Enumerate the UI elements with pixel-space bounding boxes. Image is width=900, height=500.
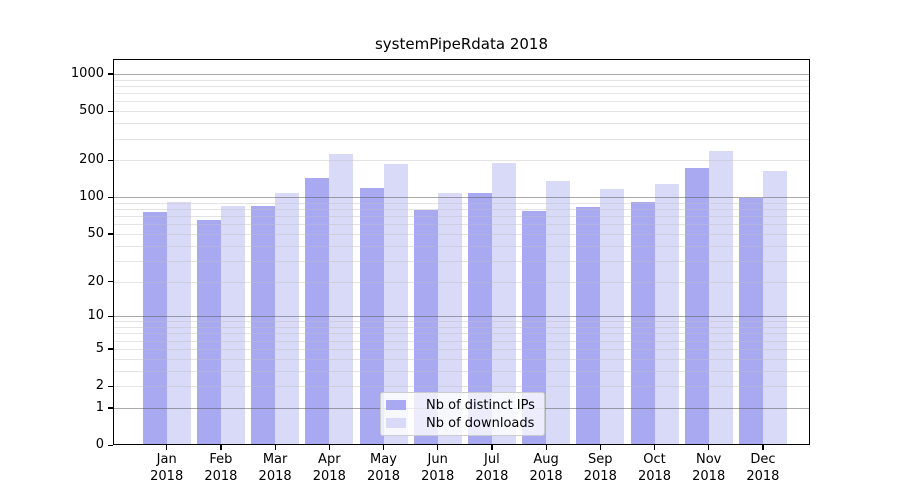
bar-downloads xyxy=(275,192,300,445)
minor-gridline xyxy=(114,101,809,103)
x-axis-tick-label: Nov 2018 xyxy=(692,452,726,484)
bar-downloads xyxy=(762,170,787,445)
minor-gridline xyxy=(114,386,809,387)
y-axis-tick-label: 100 xyxy=(79,189,104,205)
legend-swatch-downloads xyxy=(386,418,406,428)
y-tick-mark xyxy=(108,385,113,387)
minor-gridline xyxy=(114,85,809,87)
minor-gridline xyxy=(114,327,809,328)
y-axis-tick-label: 500 xyxy=(79,103,104,119)
y-axis-tick-label: 200 xyxy=(79,152,104,168)
bar-distinct-ips xyxy=(576,207,601,445)
bar-distinct-ips xyxy=(251,205,276,445)
minor-gridline xyxy=(114,138,809,140)
bar-distinct-ips xyxy=(630,202,655,445)
x-axis-tick-label: Mar 2018 xyxy=(258,452,292,484)
x-axis-tick-label: Apr 2018 xyxy=(312,452,346,484)
bar-distinct-ips xyxy=(738,197,763,445)
x-axis-tick-label: Jun 2018 xyxy=(421,452,455,484)
x-axis-tick-label: Jul 2018 xyxy=(475,452,509,484)
y-tick-mark xyxy=(108,281,113,283)
minor-gridline xyxy=(114,370,809,372)
x-tick-mark xyxy=(220,445,222,450)
minor-gridline xyxy=(114,79,809,81)
y-axis-tick-label: 2 xyxy=(95,378,104,393)
minor-gridline xyxy=(114,209,809,211)
minor-gridline xyxy=(114,348,809,350)
minor-gridline xyxy=(114,281,809,283)
minor-gridline xyxy=(114,160,809,162)
y-axis-tick-label: 1000 xyxy=(70,65,104,81)
x-tick-mark xyxy=(328,445,331,450)
legend-label-distinct-ips: Nb of distinct IPs xyxy=(426,397,535,413)
minor-gridline xyxy=(114,224,809,226)
minor-gridline xyxy=(114,340,809,342)
legend-item-downloads: Nb of downloads xyxy=(386,414,538,432)
bar-distinct-ips xyxy=(196,220,221,445)
minor-gridline xyxy=(114,123,809,125)
bar-distinct-ips xyxy=(305,178,330,445)
minor-gridline xyxy=(114,216,809,218)
legend-item-distinct-ips: Nb of distinct IPs xyxy=(386,396,538,414)
y-tick-mark xyxy=(108,315,113,318)
x-axis-tick-label: Aug 2018 xyxy=(529,452,563,484)
bar-downloads xyxy=(220,206,245,445)
bar-downloads xyxy=(329,154,354,445)
x-axis-tick-label: Sep 2018 xyxy=(583,452,617,484)
x-tick-mark xyxy=(708,445,710,450)
bar-downloads xyxy=(166,202,191,445)
bar-downloads xyxy=(708,150,733,445)
legend-swatch-distinct-ips xyxy=(386,400,406,410)
minor-gridline xyxy=(114,321,809,323)
x-tick-mark xyxy=(654,445,656,450)
y-tick-mark xyxy=(108,159,113,161)
y-tick-mark xyxy=(108,348,113,350)
minor-gridline xyxy=(114,260,809,262)
chart-title: systemPipeRdata 2018 xyxy=(374,35,548,53)
major-gridline xyxy=(114,197,809,199)
x-tick-mark xyxy=(545,445,547,450)
x-axis-tick-label: May 2018 xyxy=(366,452,401,484)
x-tick-mark xyxy=(166,445,168,450)
minor-gridline xyxy=(114,358,809,360)
y-axis-tick-label: 5 xyxy=(95,340,104,356)
x-tick-mark xyxy=(599,445,602,450)
bar-downloads xyxy=(654,183,679,445)
major-gridline xyxy=(114,73,809,75)
y-tick-mark xyxy=(108,233,113,235)
y-tick-mark xyxy=(108,407,113,409)
minor-gridline xyxy=(114,111,809,113)
y-tick-mark xyxy=(108,444,113,446)
y-tick-mark xyxy=(108,196,113,198)
y-axis-tick-label: 50 xyxy=(87,225,104,241)
y-axis-tick-label: 1 xyxy=(95,399,104,415)
bar-distinct-ips xyxy=(142,211,167,445)
y-axis-tick-label: 10 xyxy=(87,308,104,324)
y-tick-mark xyxy=(108,110,113,112)
x-tick-mark xyxy=(383,445,385,450)
minor-gridline xyxy=(114,202,809,204)
legend: Nb of distinct IPs Nb of downloads xyxy=(380,392,545,436)
x-tick-mark xyxy=(274,445,276,450)
major-gridline xyxy=(114,316,809,318)
bar-downloads xyxy=(546,181,571,445)
minor-gridline xyxy=(114,93,809,95)
minor-gridline xyxy=(114,333,809,335)
y-axis-tick-label: 20 xyxy=(87,273,104,289)
x-tick-mark xyxy=(491,445,493,450)
x-axis-tick-label: Jan 2018 xyxy=(150,452,184,484)
y-tick-mark xyxy=(108,73,113,75)
x-tick-mark xyxy=(437,445,439,450)
minor-gridline xyxy=(114,233,809,235)
y-axis-tick-label: 0 xyxy=(95,437,104,452)
bar-distinct-ips xyxy=(684,167,709,445)
x-tick-mark xyxy=(762,445,764,450)
legend-label-downloads: Nb of downloads xyxy=(426,415,535,431)
minor-gridline xyxy=(114,245,809,247)
x-axis-tick-label: Oct 2018 xyxy=(637,452,672,484)
x-axis-tick-label: Dec 2018 xyxy=(746,452,780,484)
x-axis-tick-label: Feb 2018 xyxy=(204,452,238,484)
